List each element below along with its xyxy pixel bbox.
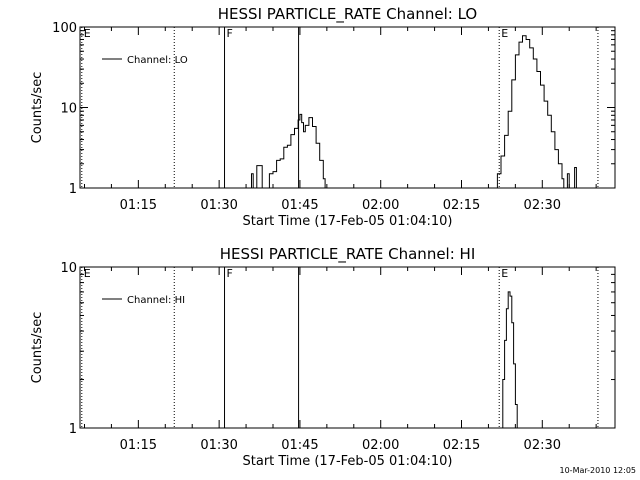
legend-label: Channel: LO: [127, 55, 188, 66]
x-tick-label: 01:45: [281, 438, 318, 453]
event-flag-label: F: [227, 27, 233, 40]
legend-label: Channel: HI: [127, 295, 185, 306]
x-tick-label: 02:15: [443, 198, 480, 213]
event-flag-label: E: [84, 267, 91, 280]
series-line: [501, 291, 518, 429]
x-tick-label: 02:30: [524, 438, 561, 453]
series-line: [249, 35, 577, 189]
plot-frame: [79, 266, 616, 429]
y-tick-label: 10: [60, 261, 77, 276]
x-tick-label: 02:00: [362, 438, 399, 453]
x-axis-label: Start Time (17-Feb-05 01:04:10): [243, 214, 453, 229]
chart-title: HESSI PARTICLE_RATE Channel: HI: [220, 245, 476, 264]
y-axis-label: Counts/sec: [30, 312, 45, 384]
y-tick-label: 1: [69, 422, 77, 437]
x-tick-label: 02:15: [443, 438, 480, 453]
chart-title: HESSI PARTICLE_RATE Channel: LO: [218, 5, 477, 24]
y-tick-label: 10: [60, 102, 77, 117]
event-flag-label: E: [84, 27, 91, 40]
y-tick-label: 100: [52, 21, 77, 36]
plot-timestamp: 10-Mar-2010 12:05: [560, 466, 637, 475]
y-axis-label: Counts/sec: [30, 72, 45, 144]
x-tick-label: 01:30: [200, 438, 237, 453]
event-flag-label: E: [501, 27, 508, 40]
x-tick-label: 02:00: [362, 198, 399, 213]
x-tick-label: 01:30: [200, 198, 237, 213]
y-tick-label: 1: [69, 182, 77, 197]
x-axis-label: Start Time (17-Feb-05 01:04:10): [243, 454, 453, 469]
x-tick-label: 01:15: [120, 438, 157, 453]
event-flag-label: F: [227, 267, 233, 280]
plot-frame: [79, 26, 616, 189]
x-tick-label: 01:45: [281, 198, 318, 213]
x-tick-label: 01:15: [120, 198, 157, 213]
x-tick-label: 02:30: [524, 198, 561, 213]
event-flag-label: E: [501, 267, 508, 280]
